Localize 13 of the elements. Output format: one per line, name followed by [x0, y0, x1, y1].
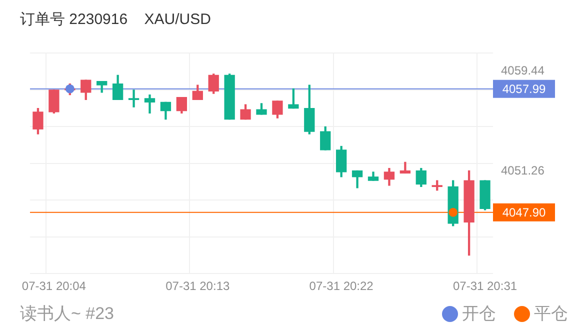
- chart-title: 订单号 2230916 XAU/USD: [20, 10, 211, 29]
- y-tick-label: 4059.44: [501, 63, 545, 78]
- candlestick: [128, 90, 140, 108]
- legend-label: 开仓: [462, 303, 496, 325]
- legend-label: 平仓: [534, 303, 568, 325]
- x-tick-label: 07-31 20:13: [166, 279, 230, 294]
- y-tick-label: 4051.26: [501, 164, 545, 178]
- text: 读书人~ #23: [20, 304, 114, 323]
- x-tick-label: 07-31 20:04: [22, 279, 86, 294]
- x-tick-label: 07-31 20:22: [309, 279, 374, 294]
- ref-line-label: 4047.90: [502, 206, 546, 220]
- x-tick-label: 07-31 20:31: [452, 279, 518, 294]
- ref-line-label: 4057.99: [502, 82, 546, 96]
